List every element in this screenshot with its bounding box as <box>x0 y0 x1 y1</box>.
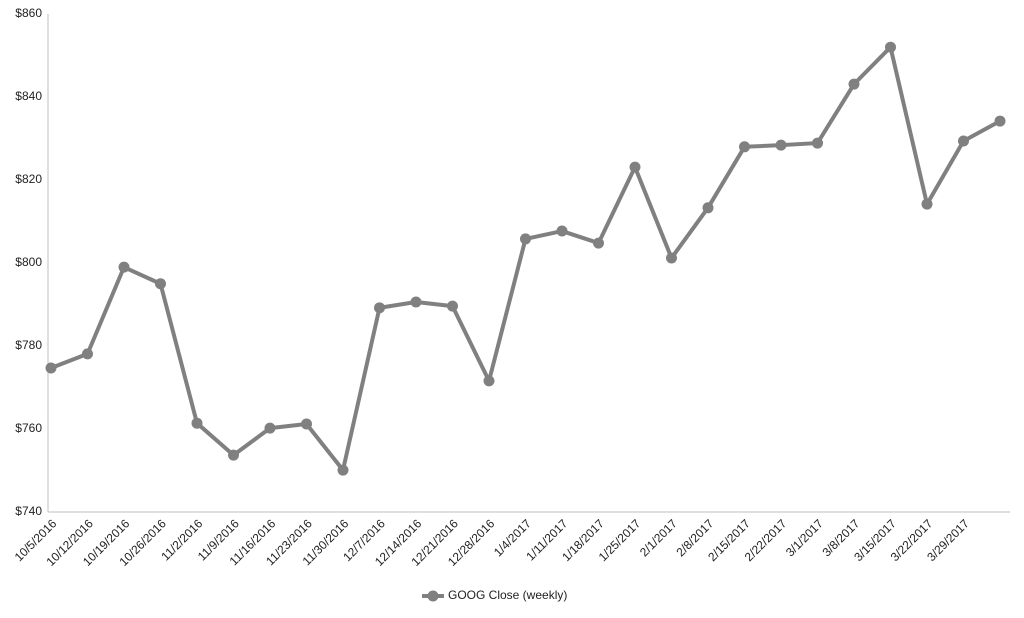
y-tick-label: $840 <box>15 89 42 103</box>
data-point <box>812 137 823 149</box>
y-tick-label: $820 <box>15 172 42 186</box>
data-point <box>82 348 93 360</box>
data-point <box>155 278 166 290</box>
data-point <box>629 161 641 173</box>
data-point <box>556 225 568 237</box>
data-point <box>702 202 714 214</box>
data-point <box>264 422 276 434</box>
data-point <box>775 139 787 151</box>
data-point <box>301 418 312 430</box>
data-point <box>921 198 933 210</box>
legend-marker <box>427 590 439 602</box>
data-point <box>666 252 677 264</box>
data-point <box>593 237 604 249</box>
data-point <box>885 41 896 53</box>
legend-label: GOOG Close (weekly) <box>448 588 567 602</box>
data-point <box>45 362 57 374</box>
data-point <box>191 417 203 429</box>
y-tick-label: $780 <box>15 338 42 352</box>
data-point <box>228 449 239 461</box>
data-point <box>118 261 130 273</box>
data-point <box>958 135 969 147</box>
data-point <box>520 233 531 245</box>
data-point <box>739 141 750 153</box>
data-point <box>447 300 458 312</box>
y-tick-label: $800 <box>15 255 42 269</box>
y-tick-label: $760 <box>15 421 42 435</box>
data-point <box>994 115 1006 127</box>
data-point <box>483 375 495 387</box>
data-point <box>410 296 422 308</box>
y-tick-label: $860 <box>15 6 42 20</box>
data-point <box>337 464 349 476</box>
data-point <box>848 78 860 90</box>
y-tick-label: $740 <box>15 504 42 518</box>
data-point <box>374 302 385 314</box>
